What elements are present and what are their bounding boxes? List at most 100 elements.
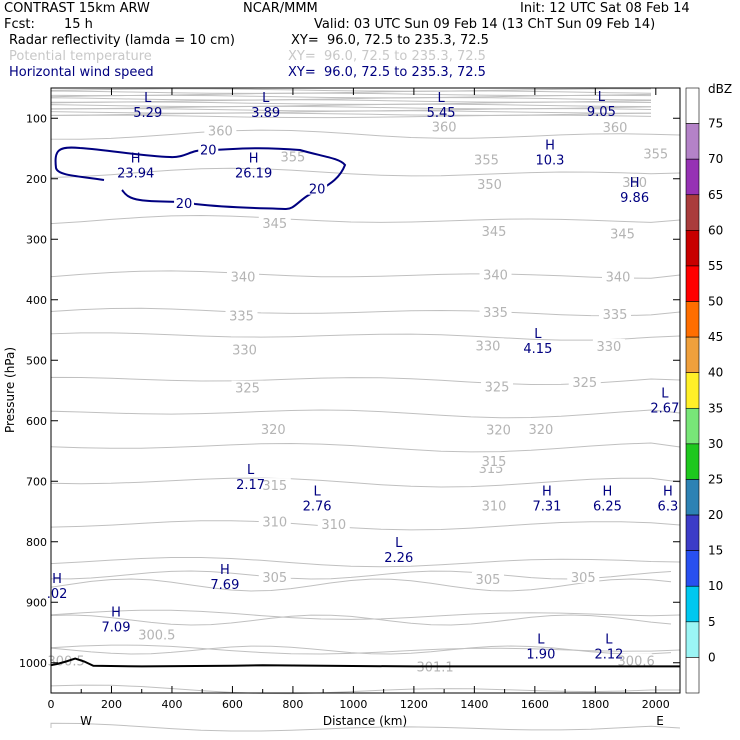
extremum-type-label: L — [247, 463, 255, 478]
theta-contour-label: 310 — [482, 500, 507, 515]
wind-label-bg — [198, 142, 219, 156]
theta-contour-label: 305 — [262, 571, 287, 586]
upper-theta-contours — [50, 88, 652, 119]
model-title: CONTRAST 15km ARW — [4, 1, 150, 16]
theta-contour-label: 340 — [606, 270, 631, 285]
theta-label-bg — [618, 174, 651, 188]
extremum-type-label: L — [437, 91, 445, 106]
x-tick-label: 2000 — [642, 698, 670, 711]
extremum-value-label: .02 — [47, 587, 68, 602]
theta-contour-label: 330 — [597, 340, 622, 355]
wind-contour-label: 20 — [200, 143, 217, 158]
extremum-type-label: H — [131, 152, 141, 167]
theta-label-bg — [258, 216, 291, 230]
theta-label-bg — [470, 152, 503, 166]
upper-theta-contour-line — [50, 103, 652, 108]
colorbar-swatch — [685, 550, 700, 587]
theta-label-bg — [620, 653, 653, 667]
theta-contour-line — [50, 644, 681, 655]
theta-contour-line — [50, 270, 681, 279]
wind-contour-label: 20 — [176, 197, 193, 212]
plot-frame — [50, 87, 681, 694]
extremum-value-label: 5.29 — [133, 106, 162, 121]
theta-label-bg — [227, 269, 260, 283]
upper-theta-contour-line — [50, 114, 652, 119]
theta-contour-label: 325 — [485, 380, 510, 395]
theta-label-bg — [606, 226, 639, 240]
colorbar-level-label: 5 — [708, 615, 716, 629]
y-tick-label: 600 — [26, 415, 47, 428]
theta-label-bg — [225, 308, 258, 322]
colorbar-swatch — [685, 123, 700, 160]
y-axis: 100 200 300 400 500 600 700 800 900 1000 — [19, 112, 680, 670]
colorbar-swatch — [685, 265, 700, 302]
colorbar-unit: dBZ — [708, 82, 732, 96]
extremum-type-label: H — [220, 563, 230, 578]
y-tick-label: 800 — [26, 536, 47, 549]
extremum-type-label: H — [603, 484, 613, 499]
upper-theta-contour-line — [50, 90, 652, 94]
y-tick-label: 900 — [26, 596, 47, 609]
upper-theta-contour-line — [50, 110, 652, 114]
theta-label-bg — [478, 223, 511, 237]
theta-label-bg — [568, 375, 601, 389]
theta-contour-label: 355 — [643, 148, 668, 163]
theta-contour-labels: 360 360 360 355 355 355 350 350 345 345 345 340 340 3… — [48, 119, 672, 676]
theta-contour-label: 340 — [231, 270, 256, 285]
y-tick-label: 200 — [26, 173, 47, 186]
theta-contour-line — [50, 129, 681, 140]
theta-contour-line — [50, 570, 672, 580]
colorbar-level-label: 20 — [708, 508, 723, 522]
extremum-type-label: L — [313, 484, 321, 499]
theta-label-bg — [479, 267, 512, 281]
theta-contour-label: 301.1 — [416, 661, 453, 676]
extremum-value-label: 23.94 — [117, 167, 154, 182]
upper-theta-contour-line — [50, 97, 652, 101]
x-right-end-label: E — [656, 714, 664, 728]
x-tick-label: 1800 — [581, 698, 609, 711]
x-tick-label: 400 — [161, 698, 182, 711]
extremum-type-label: H — [630, 176, 640, 191]
theta-contour-label: 315 — [482, 455, 507, 470]
theta-label-bg — [276, 149, 309, 163]
extremum-value-label: 9.86 — [620, 191, 649, 206]
extremum-type-label: H — [249, 152, 259, 167]
theta-contour-label: 350 — [477, 178, 502, 193]
theta-contour-label: 320 — [261, 423, 286, 438]
theta-label-bg — [567, 570, 600, 584]
colorbar-swatch — [685, 657, 700, 694]
upper-theta-contour-line — [50, 88, 652, 92]
colorbar-level-label: 0 — [708, 650, 716, 664]
theta-label-bg — [598, 306, 631, 320]
y-tick-label: 100 — [26, 112, 47, 125]
theta-contour-line — [50, 614, 672, 626]
theta-contour-label: 320 — [486, 423, 511, 438]
theta-label-bg — [140, 627, 173, 641]
extremum-type-label: L — [144, 91, 152, 106]
wind-label-bg — [174, 196, 195, 210]
colorbar-swatch — [685, 514, 700, 551]
colorbar-level-label: 35 — [708, 401, 723, 415]
extremum-type-label: L — [395, 536, 403, 551]
fcst-value: 15 h — [64, 17, 93, 32]
theta-label-bg — [639, 146, 672, 160]
wind-contour-labels: 20 20 20 — [174, 142, 328, 212]
x-axis: 0 200 400 600 800 1000 1200 1400 1600 1800 2000 — [48, 88, 670, 711]
theta-contour-label: 345 — [262, 217, 287, 232]
extremum-type-label: L — [598, 90, 606, 105]
extremum-value-label: 2.76 — [303, 499, 332, 514]
theta-contour-label: 360 — [603, 121, 628, 136]
theta-contour-label: 305 — [571, 571, 596, 586]
extremum-type-label: H — [542, 484, 552, 499]
colorbar-level-label: 40 — [708, 366, 723, 380]
theta-contour-label: 360 — [432, 120, 457, 135]
extrema-markers: L5.29L3.89L5.45L9.05H23.94H26.19H10.3H9.… — [47, 90, 680, 663]
colorbar-level-label: 25 — [708, 472, 723, 486]
theta-contour-label: 330 — [232, 344, 257, 359]
colorbar-level-label: 30 — [708, 437, 723, 451]
theta-contour-label: 325 — [235, 382, 260, 397]
colorbar-level-label: 70 — [708, 152, 723, 166]
theta-contour-label: 305 — [476, 573, 501, 588]
extremum-value-label: 2.26 — [384, 551, 413, 566]
